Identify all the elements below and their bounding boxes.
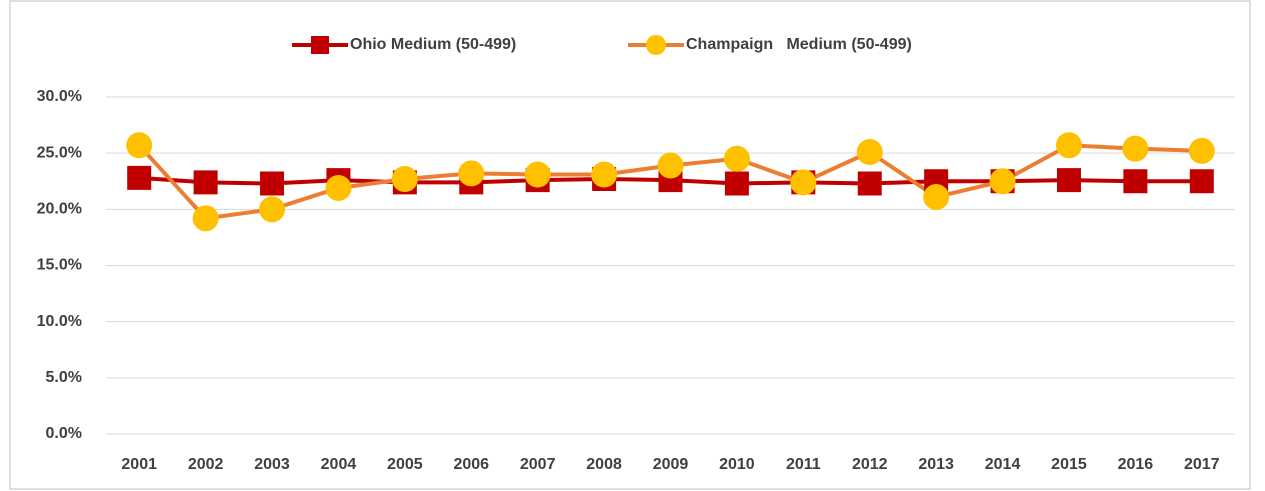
data-point	[260, 171, 285, 196]
legend-marker	[311, 36, 329, 54]
data-point	[192, 205, 219, 232]
data-point	[857, 171, 882, 196]
legend-label: Champaign Medium (50-499)	[686, 36, 912, 53]
data-point	[591, 161, 618, 188]
y-tick-label: 20.0%	[37, 201, 82, 218]
data-point	[126, 132, 153, 159]
data-point	[723, 145, 750, 172]
x-tick-label: 2006	[453, 456, 489, 473]
legend-label: Ohio Medium (50-499)	[350, 36, 516, 53]
x-tick-label: 2016	[1118, 456, 1154, 473]
x-tick-label: 2004	[321, 456, 357, 473]
x-tick-label: 2012	[852, 456, 888, 473]
data-point	[724, 171, 749, 196]
x-tick-label: 2015	[1051, 456, 1087, 473]
x-tick-label: 2014	[985, 456, 1021, 473]
data-point	[1188, 137, 1215, 164]
legend-marker	[646, 35, 666, 55]
data-point	[1055, 132, 1082, 159]
y-tick-label: 5.0%	[46, 369, 82, 386]
data-point	[1056, 168, 1081, 193]
x-tick-label: 2013	[918, 456, 954, 473]
x-tick-label: 2005	[387, 456, 423, 473]
x-tick-label: 2017	[1184, 456, 1220, 473]
y-tick-label: 30.0%	[37, 88, 82, 105]
data-point	[923, 183, 950, 210]
data-point	[856, 139, 883, 166]
data-point	[458, 160, 485, 187]
y-tick-label: 15.0%	[37, 257, 82, 274]
data-point	[524, 161, 551, 188]
x-tick-label: 2010	[719, 456, 755, 473]
x-tick-label: 2002	[188, 456, 224, 473]
x-tick-label: 2003	[254, 456, 290, 473]
data-point	[391, 166, 418, 193]
data-point	[790, 169, 817, 196]
data-point	[325, 174, 352, 201]
data-point	[193, 170, 218, 195]
data-point	[1123, 169, 1148, 194]
data-point	[127, 165, 152, 190]
x-tick-label: 2001	[121, 456, 157, 473]
x-tick-label: 2011	[786, 456, 821, 473]
data-point	[657, 152, 684, 179]
x-tick-label: 2007	[520, 456, 556, 473]
data-point	[989, 168, 1016, 195]
data-point	[259, 196, 286, 223]
chart-frame	[9, 0, 1251, 490]
y-tick-label: 0.0%	[46, 425, 82, 442]
x-tick-label: 2009	[653, 456, 689, 473]
data-point	[1189, 169, 1214, 194]
y-tick-label: 10.0%	[37, 313, 82, 330]
x-tick-label: 2008	[586, 456, 622, 473]
data-point	[1122, 135, 1149, 162]
y-tick-label: 25.0%	[37, 144, 82, 161]
